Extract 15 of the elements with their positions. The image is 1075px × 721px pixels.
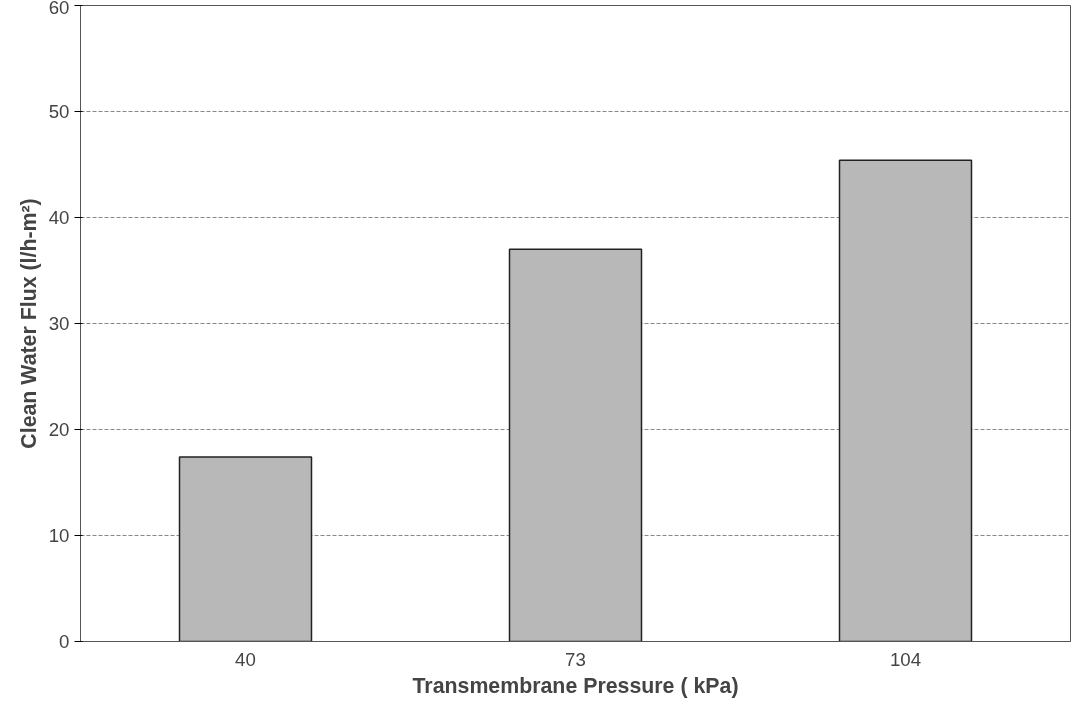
- y-tick-label: 20: [48, 419, 70, 440]
- x-axis-title: Transmembrane Pressure ( kPa): [412, 673, 739, 698]
- y-tick-label: 10: [48, 525, 70, 546]
- y-tick-label: 0: [59, 631, 70, 652]
- bar: [838, 159, 973, 642]
- y-axis-title: Clean Water Flux (l/h-m²): [16, 198, 41, 449]
- x-tick-label: 104: [889, 648, 922, 670]
- y-tick-label: 50: [48, 101, 70, 122]
- bar: [508, 248, 643, 642]
- x-tick-label: 40: [235, 648, 256, 670]
- y-tick-label: 30: [48, 313, 70, 334]
- bar: [178, 456, 313, 642]
- x-tick-label: 73: [565, 648, 586, 670]
- y-tick-label: 40: [48, 207, 70, 228]
- y-tick-label: 60: [48, 0, 70, 18]
